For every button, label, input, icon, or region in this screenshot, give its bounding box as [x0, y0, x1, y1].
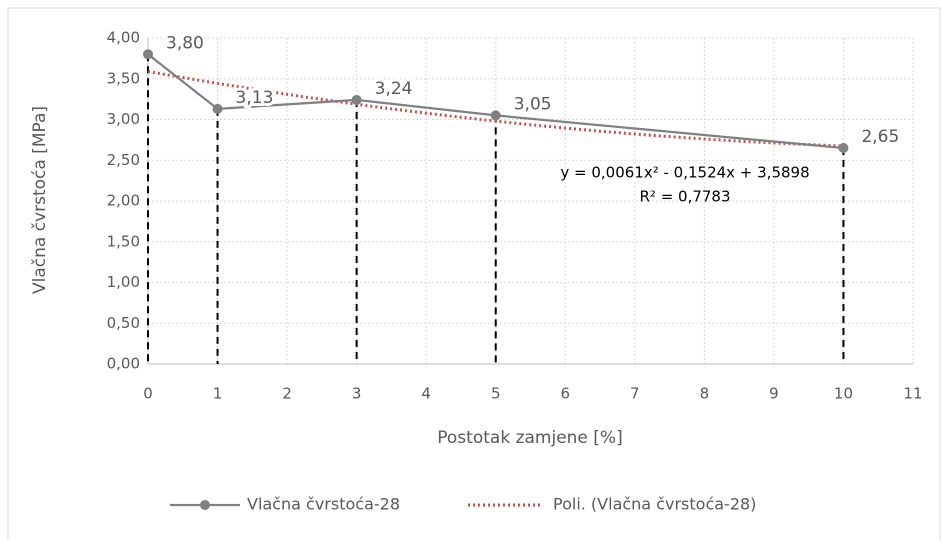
- y-tick-label: 1,00: [107, 273, 140, 291]
- y-tick-label: 4,00: [107, 29, 140, 47]
- data-label: 2,65: [861, 127, 899, 147]
- x-tick-label: 0: [143, 385, 153, 403]
- trend-equation: y = 0,0061x² - 0,1524x + 3,5898: [560, 164, 809, 182]
- y-tick-label: 0,50: [107, 314, 140, 332]
- y-tick-label: 2,00: [107, 192, 140, 210]
- trendline: [147, 69, 844, 148]
- marker: [143, 49, 153, 60]
- y-tick-label: 2,50: [107, 151, 140, 169]
- x-tick-label: 8: [700, 385, 710, 403]
- marker: [212, 103, 223, 114]
- x-tick-label: 11: [903, 385, 922, 403]
- marker: [838, 143, 849, 154]
- x-axis-label: Postotak zamjene [%]: [437, 428, 622, 448]
- marker: [490, 110, 501, 121]
- x-tick-label: 5: [491, 385, 501, 403]
- chart-border: [7, 7, 941, 544]
- y-axis-label: Vlačna čvrstoća [MPa]: [30, 106, 50, 294]
- legend-label: Poli. (Vlačna čvrstoća-28): [553, 495, 756, 514]
- x-tick-label: 7: [630, 385, 640, 403]
- data-label: 3,05: [514, 94, 552, 114]
- x-tick-label: 6: [560, 385, 570, 403]
- data-label: 3,80: [166, 33, 204, 53]
- legend-marker: [200, 500, 210, 510]
- y-tick-label: 3,00: [107, 110, 140, 128]
- trend-r2: R² = 0,7783: [639, 188, 730, 206]
- y-tick-label: 3,50: [107, 69, 140, 87]
- y-tick-label: 1,50: [107, 232, 140, 250]
- data-label: 3,13: [236, 88, 274, 108]
- marker: [351, 94, 362, 105]
- y-tick-label: 0,00: [107, 355, 140, 373]
- x-tick-label: 9: [769, 385, 779, 403]
- x-tick-label: 10: [834, 385, 853, 403]
- x-tick-label: 1: [213, 385, 223, 403]
- legend-label: Vlačna čvrstoća-28: [247, 495, 400, 514]
- x-tick-label: 2: [282, 385, 292, 403]
- x-tick-label: 3: [352, 385, 362, 403]
- data-label: 3,24: [375, 79, 413, 99]
- x-tick-label: 4: [421, 385, 431, 403]
